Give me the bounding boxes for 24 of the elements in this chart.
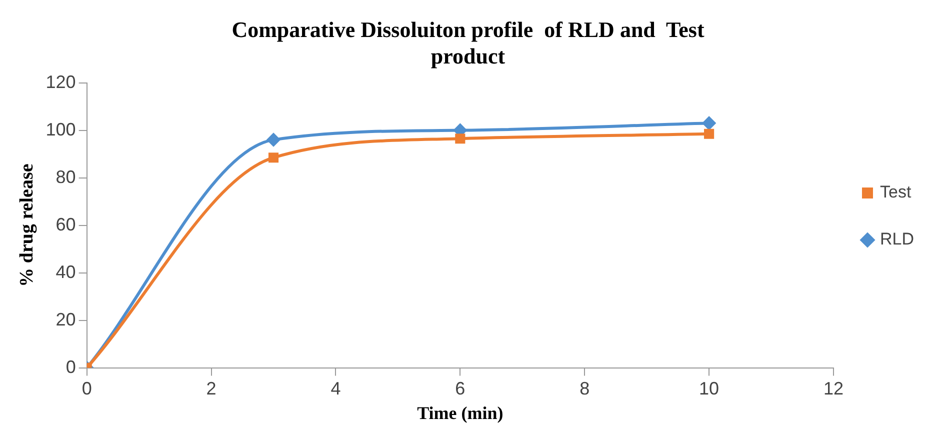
- x-tick-label: 8: [580, 378, 590, 399]
- point: [704, 128, 714, 139]
- chart-title: Comparative Dissoluiton profile of RLD and Test product: [232, 16, 705, 68]
- point: [266, 133, 280, 146]
- y-tick-label: 0: [66, 356, 76, 377]
- point: [702, 116, 716, 130]
- x-tick-label: 10: [699, 378, 720, 399]
- legend-label: RLD: [880, 230, 914, 249]
- point: [455, 134, 466, 144]
- y-tick-label: 100: [46, 119, 76, 140]
- x-tick-label: 0: [82, 378, 92, 399]
- x-tick-label: 12: [823, 378, 844, 399]
- y-tick-label: 40: [56, 262, 76, 282]
- y-axis-title: % drug release: [16, 164, 38, 287]
- x-tick-label: 4: [330, 378, 341, 399]
- x-axis-title: Time (min): [417, 402, 504, 423]
- y-tick-label: 60: [56, 214, 76, 234]
- y-tick-label: 80: [56, 166, 76, 187]
- y-tick-label: 20: [56, 309, 76, 330]
- x-tick-label: 2: [206, 378, 216, 399]
- point: [268, 152, 279, 163]
- legend-label: Test: [880, 182, 912, 202]
- y-tick-label: 120: [46, 72, 76, 92]
- x-tick-label: 6: [455, 378, 466, 399]
